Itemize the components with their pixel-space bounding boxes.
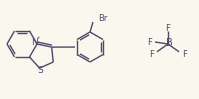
Text: S: S (37, 66, 43, 75)
Text: F: F (166, 23, 170, 32)
Text: Br: Br (98, 13, 107, 22)
Text: F: F (147, 38, 152, 47)
Text: ⁺: ⁺ (37, 37, 40, 42)
Text: F: F (182, 50, 187, 59)
Text: F: F (149, 50, 154, 59)
Text: N: N (31, 38, 37, 47)
Text: B: B (166, 38, 172, 48)
